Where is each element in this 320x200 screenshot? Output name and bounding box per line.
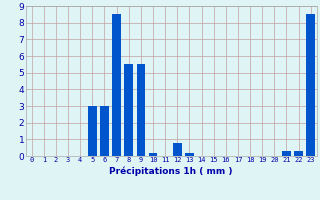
Bar <box>294 151 303 156</box>
Bar <box>100 106 109 156</box>
Bar <box>149 153 157 156</box>
Bar <box>282 151 291 156</box>
Bar <box>173 143 181 156</box>
X-axis label: Précipitations 1h ( mm ): Précipitations 1h ( mm ) <box>109 166 233 176</box>
Bar <box>112 14 121 156</box>
Bar <box>137 64 145 156</box>
Bar <box>88 106 97 156</box>
Bar <box>185 153 194 156</box>
Bar <box>124 64 133 156</box>
Bar <box>307 14 315 156</box>
